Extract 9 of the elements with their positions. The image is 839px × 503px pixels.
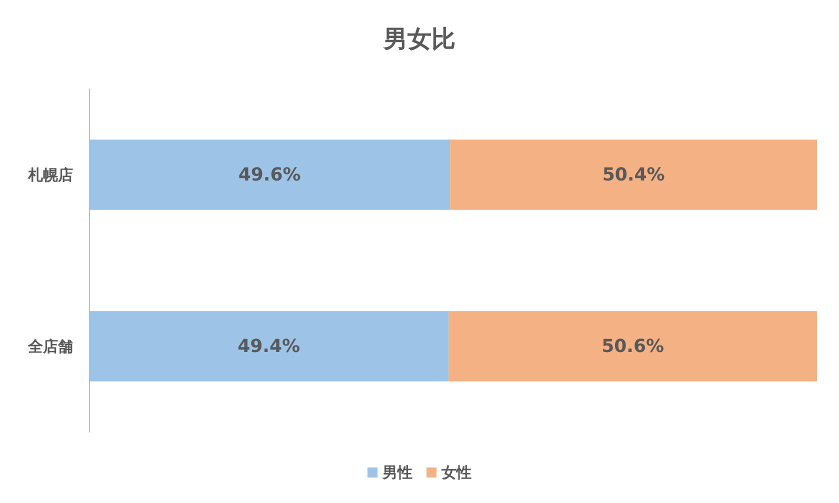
data-label: 50.6% [602,336,664,357]
chart-title: 男女比 [382,25,456,53]
data-label: 49.6% [238,164,301,186]
data-label: 50.4% [602,164,665,186]
legend-label: 男性 [382,464,412,482]
y-tick-label: 札幌店 [27,166,73,184]
y-tick-label: 全店舗 [27,337,73,356]
legend-label: 女性 [440,464,472,482]
data-label: 49.4% [238,336,300,357]
